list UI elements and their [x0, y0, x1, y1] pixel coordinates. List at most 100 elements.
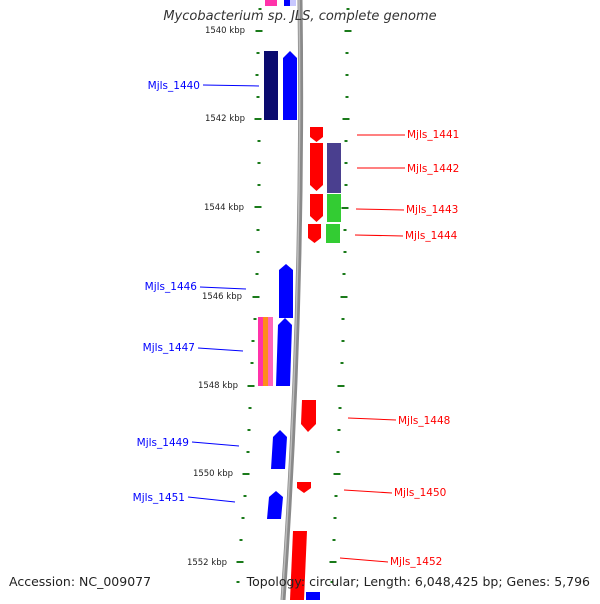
gene-arrow-mjls-1440: [283, 51, 297, 120]
scale-tick-left-15: [251, 340, 255, 342]
gene-leader-line: [191, 441, 240, 447]
scale-tick-right-11: [343, 251, 347, 253]
scale-tick-right-19: [337, 429, 341, 431]
scale-tick-left-26: [236, 581, 240, 583]
scale-tick-left-9: [254, 206, 262, 208]
gene-label[interactable]: Mjls_1441: [407, 129, 459, 141]
scale-tick-left-25: [236, 561, 244, 563]
scale-tick-right-6: [344, 140, 348, 142]
gene-leader-line: [354, 234, 404, 237]
scale-tick-left-10: [256, 229, 260, 231]
scale-tick-left-21: [242, 473, 250, 475]
scale-tick-left-23: [241, 517, 245, 519]
topology-label: Topology: circular; Length: 6,048,425 bp…: [246, 574, 590, 589]
gene-label[interactable]: Mjls_1448: [398, 415, 450, 427]
scale-tick-right-7: [344, 162, 348, 164]
accession-label: Accession: NC_009077: [9, 574, 152, 589]
scale-tick-right-10: [343, 229, 347, 231]
gene-arrow-mjls-1451: [267, 491, 283, 519]
scale-labels: 1540 kbp 1542 kbp 1544 kbp 1546 kbp 1548 kbp…: [187, 26, 245, 568]
scale-label: 1542 kbp: [205, 114, 245, 124]
cog-bar-mjls-1447-orange: [263, 317, 268, 386]
scale-tick-right-22: [334, 495, 338, 497]
scale-tick-right-21: [333, 473, 341, 475]
scale-tick-right-14: [341, 318, 345, 320]
scale-tick-right-4: [345, 96, 349, 98]
scale-ticks-left: [236, 8, 263, 583]
gene-leader-line: [199, 286, 247, 290]
scale-tick-left-22: [243, 495, 247, 497]
scale-label: 1552 kbp: [187, 558, 227, 568]
gene-label[interactable]: Mjls_1442: [407, 163, 459, 175]
gene-arrow-mjls-1449: [271, 430, 287, 469]
cog-bar-mjls-1444: [326, 224, 340, 243]
scale-tick-left-19: [247, 429, 251, 431]
scale-tick-left-5: [254, 118, 262, 120]
map-title: Mycobacterium sp. JLS, complete genome: [163, 9, 437, 24]
scale-label: 1548 kbp: [198, 381, 238, 391]
scale-tick-right-2: [345, 52, 349, 54]
gene-leader-line: [347, 417, 397, 421]
scale-tick-right-26: [330, 581, 334, 583]
scale-tick-left-3: [255, 74, 259, 76]
gene-leader-line: [187, 496, 236, 503]
cog-bar-mjls-1447-pink2: [268, 317, 273, 386]
scale-tick-left-6: [257, 140, 261, 142]
scale-tick-right-12: [342, 273, 346, 275]
scale-tick-right-5: [342, 118, 350, 120]
scale-tick-right-8: [344, 184, 348, 186]
gene-leader-line: [197, 347, 244, 352]
gene-label[interactable]: Mjls_1443: [406, 204, 458, 216]
gene-labels-right: Mjls_1441 Mjls_1442 Mjls_1443 Mjls_1444 Mjls…: [339, 129, 459, 568]
gene-label[interactable]: Mjls_1440: [148, 80, 200, 92]
gene-arrow-mjls-1446: [279, 264, 293, 318]
gene-label[interactable]: Mjls_1452: [390, 556, 442, 568]
gene-arrow-bottom-partial-blue: [306, 592, 320, 600]
gene-arrow-mjls-1443: [310, 194, 323, 222]
gene-arrow-mjls-1448: [301, 400, 316, 432]
scale-tick-right-23: [333, 517, 337, 519]
scale-tick-right-16: [340, 362, 344, 364]
cog-bar-pink-top: [265, 0, 277, 6]
gene-arrow-top-partial-right: [290, 0, 296, 6]
scale-tick-right-3: [345, 74, 349, 76]
gene-label[interactable]: Mjls_1451: [133, 492, 185, 504]
gene-arrow-mjls-1442: [310, 143, 323, 191]
scale-tick-right-9: [341, 207, 349, 209]
scale-ticks-right: [329, 8, 352, 583]
gene-arrow-mjls-1441: [310, 127, 323, 142]
cog-bar-mjls-1440: [264, 51, 278, 120]
scale-tick-right-18: [338, 407, 342, 409]
scale-tick-left-24: [239, 539, 243, 541]
genome-backbone-highlight: [281, 0, 301, 601]
cog-bar-mjls-1442: [327, 143, 341, 193]
gene-arrow-mjls-1447: [276, 318, 292, 386]
gene-label[interactable]: Mjls_1449: [137, 437, 189, 449]
gene-labels-left: Mjls_1440 Mjls_1446 Mjls_1447 Mjls_1449 Mjls…: [133, 80, 260, 504]
gene-label[interactable]: Mjls_1450: [394, 487, 446, 499]
genome-backbone: [280, 0, 304, 601]
scale-tick-right-0: [346, 8, 350, 10]
scale-label: 1550 kbp: [193, 469, 233, 479]
scale-tick-left-13: [252, 296, 260, 298]
scale-tick-left-8: [257, 184, 261, 186]
gene-label[interactable]: Mjls_1444: [405, 230, 458, 242]
gene-leader-line: [202, 84, 260, 87]
scale-tick-left-0: [258, 8, 262, 10]
scale-tick-left-17: [247, 385, 255, 387]
gene-label[interactable]: Mjls_1447: [143, 342, 195, 354]
scale-tick-right-20: [336, 451, 340, 453]
scale-tick-left-12: [255, 273, 259, 275]
scale-tick-right-24: [332, 539, 336, 541]
scale-tick-left-2: [256, 52, 260, 54]
scale-label: 1546 kbp: [202, 292, 242, 302]
scale-tick-left-1: [255, 30, 263, 32]
gene-arrow-mjls-1450: [297, 482, 311, 493]
scale-tick-left-7: [257, 162, 261, 164]
gene-label[interactable]: Mjls_1446: [145, 281, 198, 293]
scale-tick-right-13: [340, 296, 348, 298]
scale-tick-left-20: [246, 451, 250, 453]
cog-bar-mjls-1443: [327, 194, 341, 222]
